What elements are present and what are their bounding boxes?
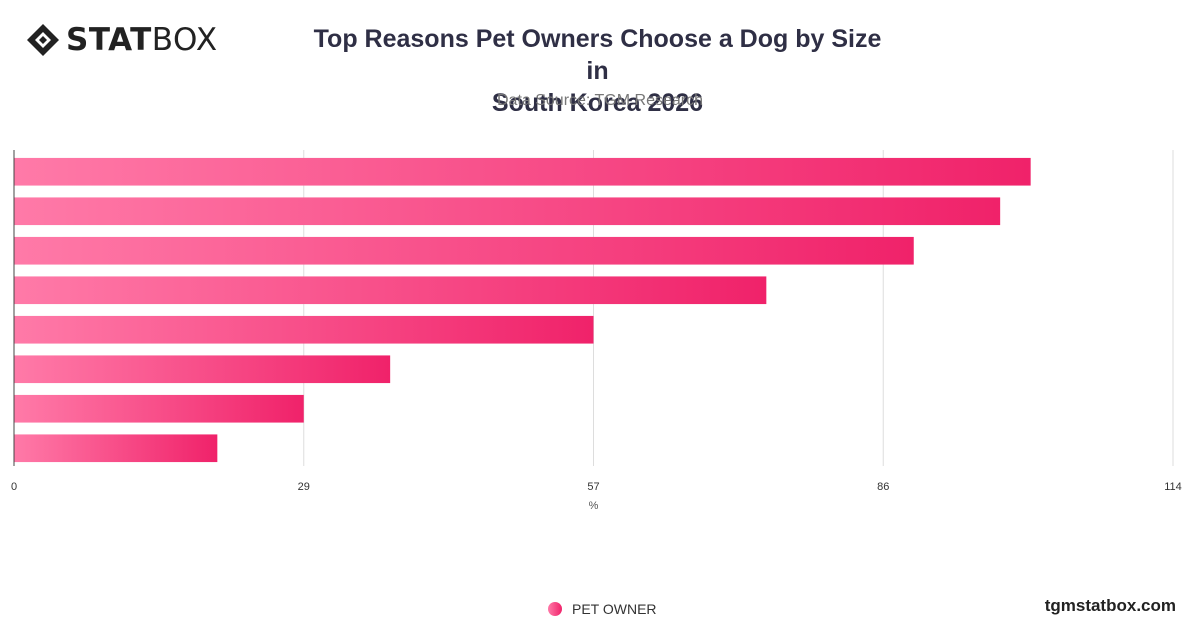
legend-label: PET OWNER xyxy=(572,601,657,617)
logo-wordmark: STATBOX xyxy=(66,22,218,58)
legend-marker xyxy=(548,602,562,616)
bar xyxy=(14,157,1031,186)
x-axis: 0 29 57 86 114% xyxy=(11,150,1182,512)
bar xyxy=(14,315,594,344)
x-tick-label: 114 xyxy=(1164,481,1182,493)
gridlines xyxy=(303,150,1174,466)
bar xyxy=(14,197,1001,226)
diamond-logo-icon xyxy=(27,24,59,56)
x-tick-label: 29 xyxy=(298,481,310,493)
bar xyxy=(14,276,767,305)
x-tick-label: 57 xyxy=(587,481,599,493)
x-tick-label: 0 xyxy=(11,481,17,493)
chart-title: Top Reasons Pet Owners Choose a Dog by S… xyxy=(300,23,895,119)
bar xyxy=(14,236,914,265)
x-tick-label: 86 xyxy=(877,481,889,493)
logo-stat: STAT xyxy=(66,22,152,58)
x-axis-label: % xyxy=(589,500,599,512)
bar xyxy=(14,394,304,423)
bars xyxy=(14,157,1031,463)
bar xyxy=(14,434,218,463)
chart-title-line2: South Korea 2026 xyxy=(491,89,704,117)
chart-title-line1: Top Reasons Pet Owners Choose a Dog by S… xyxy=(313,25,882,85)
logo-box: BOX xyxy=(151,22,218,58)
chart-subtitle: Data Source: TGM Research xyxy=(496,92,703,109)
footer-brand[interactable]: tgmstatbox.com xyxy=(1044,596,1176,615)
statbox-logo: STATBOX xyxy=(26,22,218,58)
legend[interactable]: PET OWNER xyxy=(548,601,657,617)
bar xyxy=(14,355,391,384)
